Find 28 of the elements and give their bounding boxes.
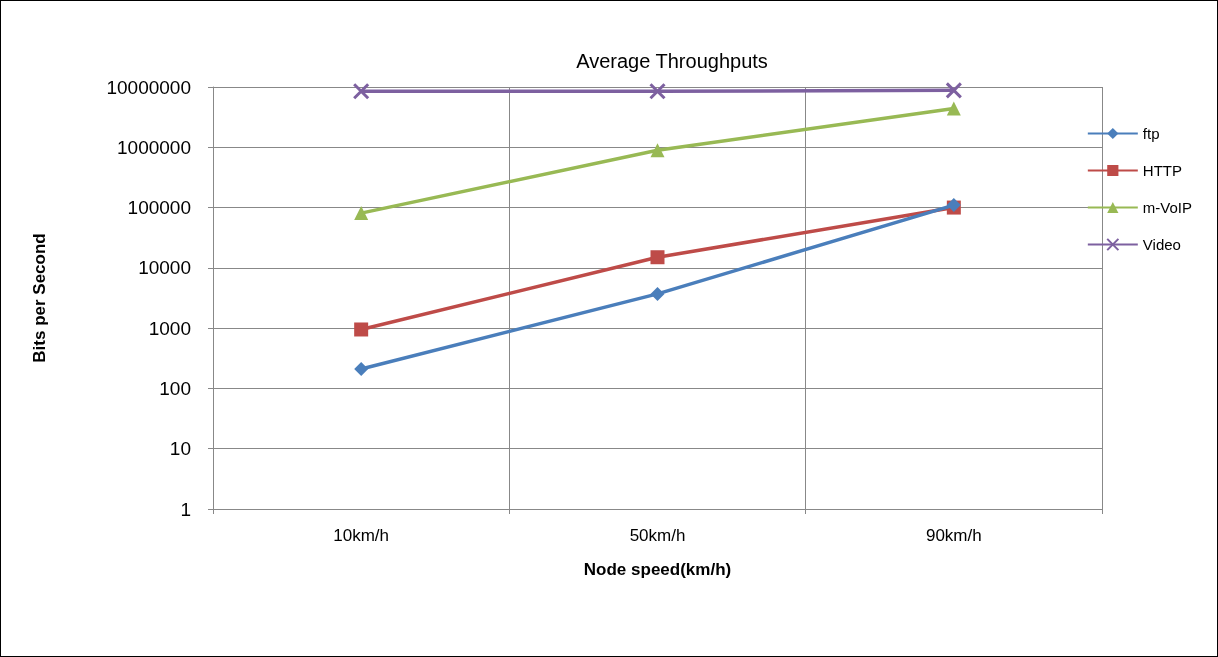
x-tick-label: 10km/h [333,526,390,545]
y-axis-title: Bits per Second [30,233,49,363]
point [946,101,961,116]
y-tick-label: 10000000 [106,76,191,98]
chart-title: Average Throughputs [576,50,768,72]
y-tick-label: 1000 [148,317,191,339]
y-tick-label: 100 [159,377,191,399]
y-tick-label: 100000 [127,197,191,219]
x-axis-title: Node speed(km/h) [583,560,732,579]
legend-label: HTTP [1142,162,1182,179]
point [354,206,369,221]
point [650,143,665,158]
y-tick-label: 10000 [138,257,191,279]
x-tick-label: 90km/h [925,526,982,545]
point [649,82,666,100]
point [354,362,369,376]
y-tick-label: 1000000 [117,136,191,158]
point [650,286,665,301]
y-tick-label: 10 [169,438,191,460]
y-tick-label: 1 [180,498,191,520]
legend-label: Video [1142,236,1181,253]
x-tick-label: 50km/h [629,526,686,545]
legend-label: ftp [1142,125,1160,142]
point [352,82,370,100]
point [354,322,369,337]
legend-label: m-VoIP [1142,199,1193,216]
point [945,81,963,99]
point [650,250,665,265]
